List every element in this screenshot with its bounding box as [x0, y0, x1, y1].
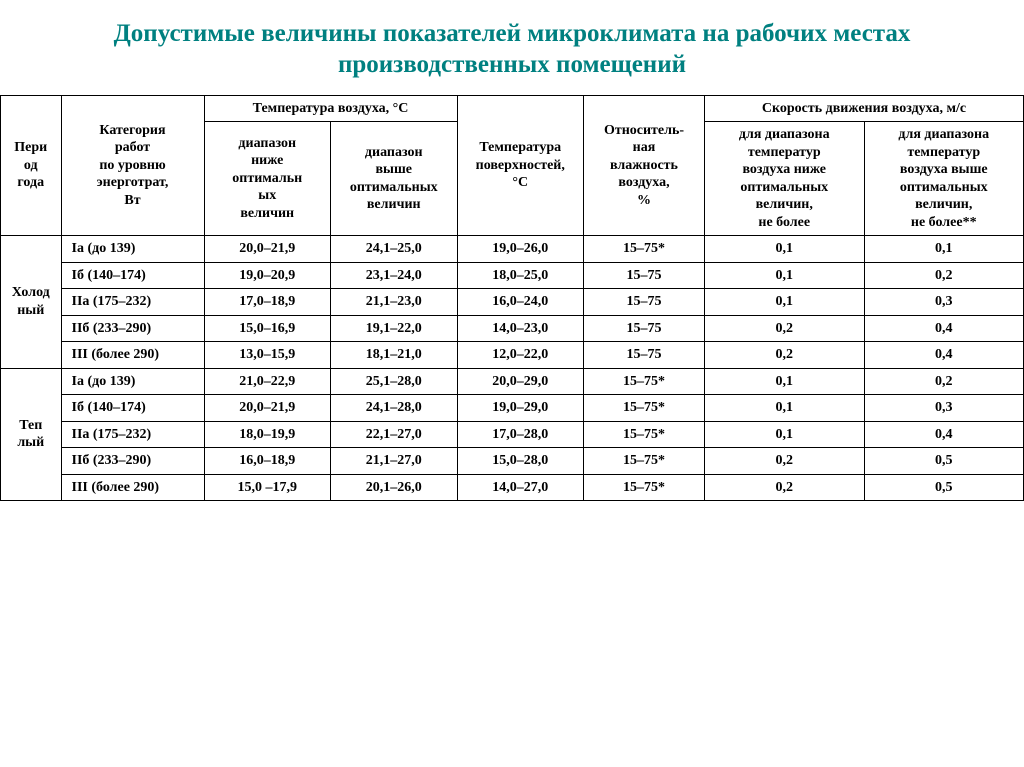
value-cell: 0,5: [864, 448, 1024, 475]
page-title: Допустимые величины показателей микрокли…: [0, 0, 1024, 95]
value-cell: 18,0–19,9: [204, 421, 331, 448]
value-cell: 0,2: [705, 342, 865, 369]
value-cell: 0,2: [864, 262, 1024, 289]
value-cell: 16,0–24,0: [457, 289, 584, 316]
value-cell: 12,0–22,0: [457, 342, 584, 369]
value-cell: 0,2: [705, 474, 865, 501]
value-cell: 14,0–23,0: [457, 315, 584, 342]
value-cell: 19,0–29,0: [457, 395, 584, 422]
value-cell: 15–75*: [584, 448, 705, 475]
value-cell: 15–75*: [584, 236, 705, 263]
value-cell: 20,0–29,0: [457, 368, 584, 395]
value-cell: 0,4: [864, 421, 1024, 448]
value-cell: 15,0–28,0: [457, 448, 584, 475]
value-cell: 15–75: [584, 289, 705, 316]
value-cell: 21,0–22,9: [204, 368, 331, 395]
value-cell: 17,0–28,0: [457, 421, 584, 448]
category-cell: IIа (175–232): [61, 421, 204, 448]
table-row: III (более 290)15,0 –17,920,1–26,014,0–2…: [1, 474, 1024, 501]
table-row: Iб (140–174)19,0–20,923,1–24,018,0–25,01…: [1, 262, 1024, 289]
value-cell: 0,2: [705, 448, 865, 475]
value-cell: 20,0–21,9: [204, 395, 331, 422]
value-cell: 15–75*: [584, 474, 705, 501]
period-cell: Теплый: [1, 368, 62, 501]
category-cell: Iб (140–174): [61, 262, 204, 289]
value-cell: 16,0–18,9: [204, 448, 331, 475]
table-row: IIб (233–290)15,0–16,919,1–22,014,0–23,0…: [1, 315, 1024, 342]
table-row: ХолодныйIа (до 139)20,0–21,924,1–25,019,…: [1, 236, 1024, 263]
col-temp-below: диапазоннижеоптимальныхвеличин: [204, 122, 331, 236]
value-cell: 22,1–27,0: [331, 421, 458, 448]
value-cell: 15,0–16,9: [204, 315, 331, 342]
category-cell: IIб (233–290): [61, 315, 204, 342]
value-cell: 19,0–20,9: [204, 262, 331, 289]
category-cell: Iб (140–174): [61, 395, 204, 422]
value-cell: 0,3: [864, 289, 1024, 316]
value-cell: 0,1: [705, 289, 865, 316]
category-cell: Iа (до 139): [61, 368, 204, 395]
value-cell: 0,5: [864, 474, 1024, 501]
value-cell: 19,1–22,0: [331, 315, 458, 342]
value-cell: 18,0–25,0: [457, 262, 584, 289]
value-cell: 15–75: [584, 342, 705, 369]
value-cell: 0,2: [705, 315, 865, 342]
col-surf-temp: Температураповерхностей,°С: [457, 95, 584, 236]
col-speed-below: для диапазонатемпературвоздуха нижеоптим…: [705, 122, 865, 236]
table-row: IIа (175–232)17,0–18,921,1–23,016,0–24,0…: [1, 289, 1024, 316]
microclimate-table: Периодгода Категорияработпо уровнюэнерго…: [0, 95, 1024, 502]
value-cell: 20,1–26,0: [331, 474, 458, 501]
col-period: Периодгода: [1, 95, 62, 236]
category-cell: IIа (175–232): [61, 289, 204, 316]
value-cell: 19,0–26,0: [457, 236, 584, 263]
value-cell: 24,1–28,0: [331, 395, 458, 422]
value-cell: 17,0–18,9: [204, 289, 331, 316]
value-cell: 23,1–24,0: [331, 262, 458, 289]
table-header: Периодгода Категорияработпо уровнюэнерго…: [1, 95, 1024, 236]
table-row: Iб (140–174)20,0–21,924,1–28,019,0–29,01…: [1, 395, 1024, 422]
value-cell: 15–75: [584, 315, 705, 342]
value-cell: 21,1–23,0: [331, 289, 458, 316]
value-cell: 0,4: [864, 342, 1024, 369]
value-cell: 15–75*: [584, 368, 705, 395]
col-temp-group: Температура воздуха, °С: [204, 95, 457, 122]
value-cell: 0,1: [705, 368, 865, 395]
value-cell: 15–75: [584, 262, 705, 289]
value-cell: 24,1–25,0: [331, 236, 458, 263]
value-cell: 13,0–15,9: [204, 342, 331, 369]
value-cell: 0,1: [705, 421, 865, 448]
value-cell: 0,4: [864, 315, 1024, 342]
table-row: III (более 290)13,0–15,918,1–21,012,0–22…: [1, 342, 1024, 369]
table-row: ТеплыйIа (до 139)21,0–22,925,1–28,020,0–…: [1, 368, 1024, 395]
category-cell: III (более 290): [61, 474, 204, 501]
col-temp-above: диапазонвышеоптимальныхвеличин: [331, 122, 458, 236]
period-cell: Холодный: [1, 236, 62, 369]
value-cell: 0,3: [864, 395, 1024, 422]
value-cell: 0,1: [864, 236, 1024, 263]
table-body: ХолодныйIа (до 139)20,0–21,924,1–25,019,…: [1, 236, 1024, 501]
value-cell: 21,1–27,0: [331, 448, 458, 475]
value-cell: 20,0–21,9: [204, 236, 331, 263]
category-cell: IIб (233–290): [61, 448, 204, 475]
value-cell: 0,1: [705, 236, 865, 263]
value-cell: 15–75*: [584, 395, 705, 422]
value-cell: 0,1: [705, 395, 865, 422]
col-humidity: Относитель-наявлажностьвоздуха,%: [584, 95, 705, 236]
value-cell: 18,1–21,0: [331, 342, 458, 369]
col-speed-group: Скорость движения воздуха, м/с: [705, 95, 1024, 122]
category-cell: III (более 290): [61, 342, 204, 369]
value-cell: 25,1–28,0: [331, 368, 458, 395]
table-row: IIа (175–232)18,0–19,922,1–27,017,0–28,0…: [1, 421, 1024, 448]
value-cell: 14,0–27,0: [457, 474, 584, 501]
category-cell: Iа (до 139): [61, 236, 204, 263]
col-speed-above: для диапазонатемпературвоздуха вышеоптим…: [864, 122, 1024, 236]
col-category: Категорияработпо уровнюэнерготрат,Вт: [61, 95, 204, 236]
value-cell: 0,1: [705, 262, 865, 289]
table-row: IIб (233–290)16,0–18,921,1–27,015,0–28,0…: [1, 448, 1024, 475]
value-cell: 15–75*: [584, 421, 705, 448]
value-cell: 0,2: [864, 368, 1024, 395]
value-cell: 15,0 –17,9: [204, 474, 331, 501]
